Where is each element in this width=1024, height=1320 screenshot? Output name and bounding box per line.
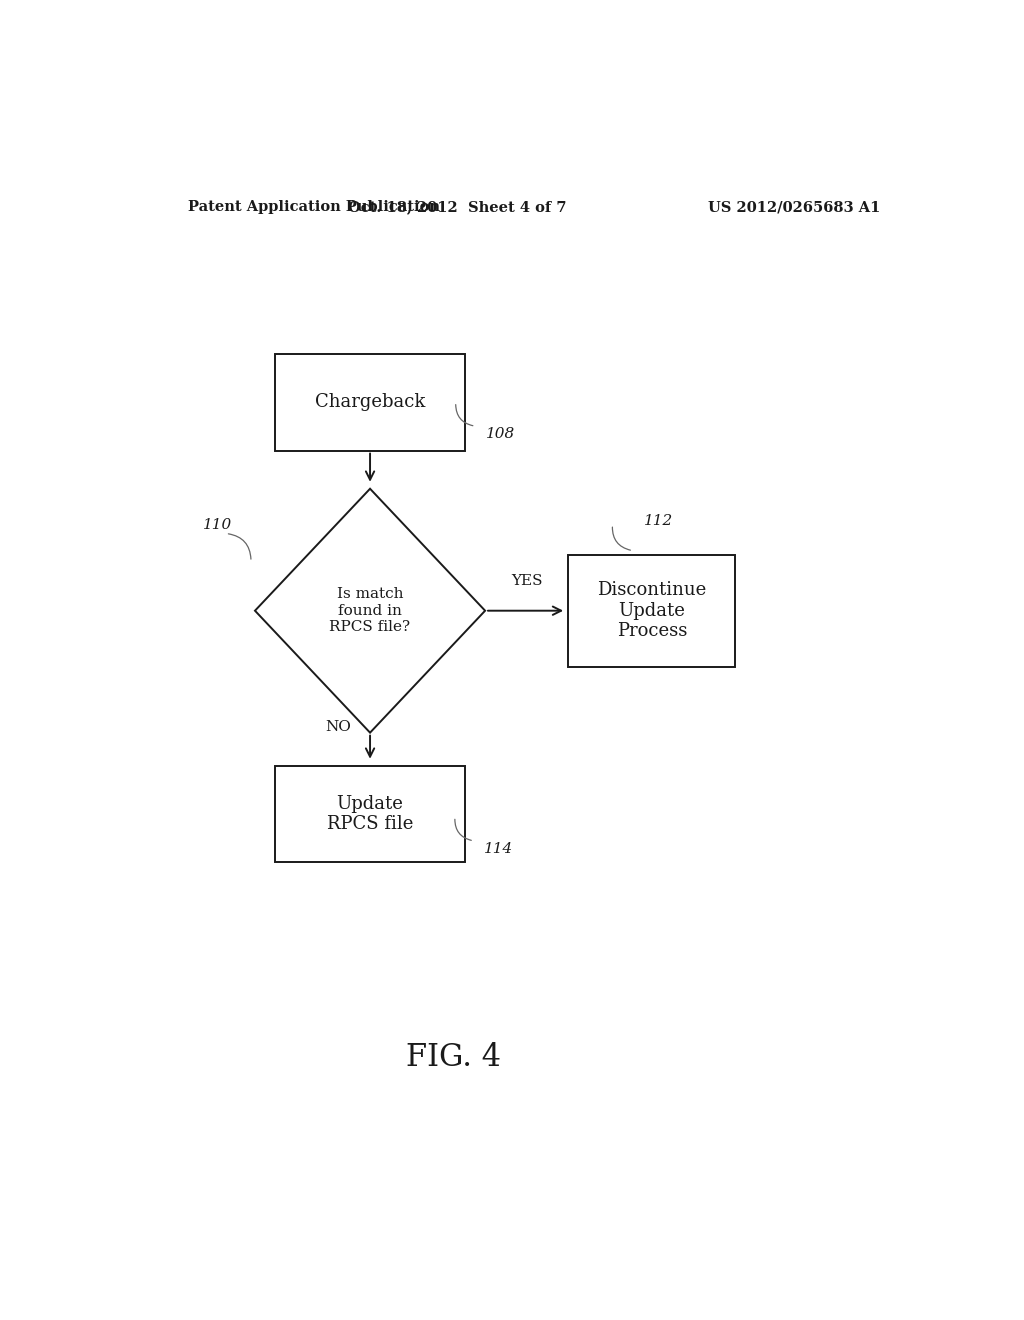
Text: FIG. 4: FIG. 4 <box>406 1043 501 1073</box>
Text: Discontinue
Update
Process: Discontinue Update Process <box>597 581 707 640</box>
Bar <box>274 354 465 450</box>
Text: US 2012/0265683 A1: US 2012/0265683 A1 <box>709 201 881 214</box>
Bar <box>274 766 465 862</box>
Text: 108: 108 <box>486 428 515 441</box>
Text: Is match
found in
RPCS file?: Is match found in RPCS file? <box>330 587 411 634</box>
Text: NO: NO <box>326 719 351 734</box>
Text: 110: 110 <box>204 519 232 532</box>
Text: Patent Application Publication: Patent Application Publication <box>187 201 439 214</box>
Text: Oct. 18, 2012  Sheet 4 of 7: Oct. 18, 2012 Sheet 4 of 7 <box>348 201 566 214</box>
Text: Update
RPCS file: Update RPCS file <box>327 795 414 833</box>
Text: 112: 112 <box>644 515 674 528</box>
Polygon shape <box>255 488 485 733</box>
Text: Chargeback: Chargeback <box>314 393 425 412</box>
Text: YES: YES <box>511 574 543 589</box>
Bar <box>568 554 735 667</box>
Text: 114: 114 <box>483 842 513 857</box>
